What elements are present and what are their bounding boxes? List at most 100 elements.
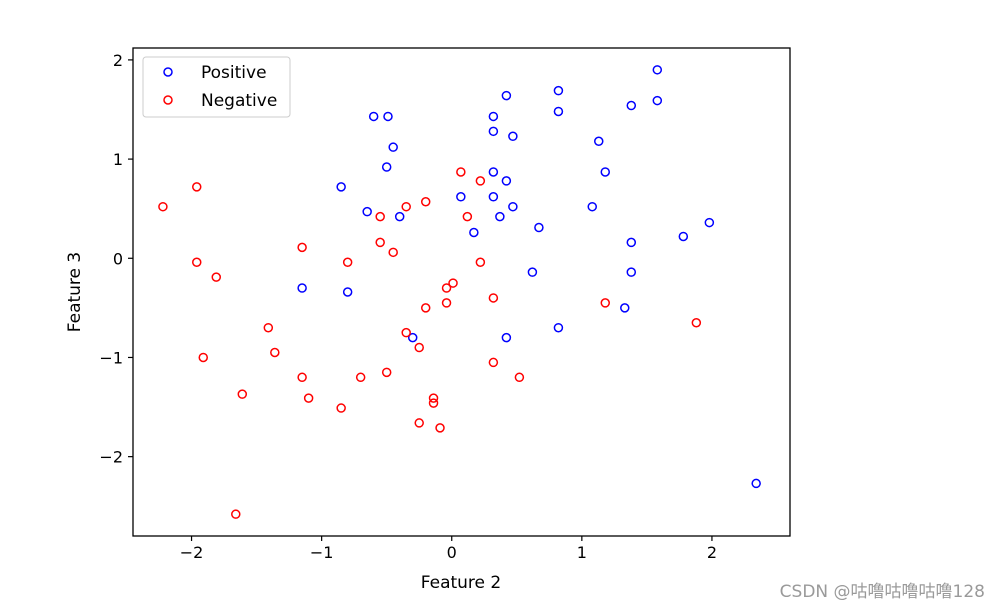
positive-point xyxy=(488,167,499,177)
positive-point xyxy=(501,176,512,186)
negative-point xyxy=(388,247,398,258)
negative-point xyxy=(297,372,307,383)
negative-point xyxy=(420,303,431,313)
negative-point xyxy=(375,211,385,222)
y-tick-label: −2 xyxy=(99,448,123,467)
negative-point xyxy=(401,327,411,338)
negative-point xyxy=(297,242,307,253)
negative-point xyxy=(691,317,702,328)
legend-label-negative: Negative xyxy=(201,91,277,111)
negative-point xyxy=(231,509,241,519)
negative-point xyxy=(475,176,486,186)
positive-point xyxy=(508,201,518,212)
negative-point xyxy=(441,298,452,308)
negative-point xyxy=(420,196,431,207)
watermark: CSDN @咕噜咕噜咕噜128 xyxy=(779,582,985,602)
positive-point xyxy=(587,201,597,212)
negative-point xyxy=(237,389,248,399)
positive-point xyxy=(495,211,505,222)
positive-point xyxy=(508,131,518,142)
positive-point xyxy=(488,126,499,137)
series-layer xyxy=(158,65,761,519)
positive-point xyxy=(469,227,479,238)
positive-point xyxy=(678,231,689,242)
negative-point xyxy=(475,257,486,267)
negative-point xyxy=(158,201,168,212)
y-tick-label: 0 xyxy=(113,249,123,268)
negative-point xyxy=(211,272,222,282)
negative-point xyxy=(435,423,445,433)
negative-point xyxy=(191,182,202,192)
positive-point xyxy=(394,211,405,222)
positive-point xyxy=(626,100,637,111)
y-tick-label: 2 xyxy=(113,51,123,70)
positive-point xyxy=(704,217,715,228)
negative-point xyxy=(355,372,366,383)
legend-marker-positive xyxy=(163,67,173,77)
x-tick-label: 0 xyxy=(447,543,457,562)
positive-point xyxy=(407,332,418,343)
positive-point xyxy=(488,192,499,202)
positive-point xyxy=(553,322,564,333)
negative-point xyxy=(336,403,346,413)
positive-point xyxy=(626,267,637,277)
x-axis-title: Feature 2 xyxy=(421,573,501,593)
legend: Positive Negative xyxy=(142,56,291,118)
positive-point xyxy=(652,65,663,75)
y-tick-label: 1 xyxy=(113,150,123,169)
negative-point xyxy=(448,278,458,288)
positive-point xyxy=(336,182,346,192)
x-tick-label: 1 xyxy=(577,543,587,562)
legend-label-positive: Positive xyxy=(201,63,267,83)
positive-point xyxy=(381,162,392,172)
series-negative xyxy=(158,167,702,519)
positive-point xyxy=(501,332,512,343)
positive-point xyxy=(527,267,538,277)
negative-point xyxy=(488,357,499,368)
positive-point xyxy=(297,283,307,293)
negative-point xyxy=(488,293,499,303)
y-tick-label: −1 xyxy=(99,348,123,367)
negative-point xyxy=(191,257,202,267)
x-tick-label: 2 xyxy=(707,543,717,562)
positive-point xyxy=(553,106,564,117)
positive-point xyxy=(620,303,630,313)
legend-marker-negative xyxy=(163,95,173,105)
positive-point xyxy=(501,90,512,101)
positive-point xyxy=(368,111,379,122)
plot-area xyxy=(132,47,791,537)
negative-point xyxy=(441,283,452,293)
x-tick-label: −2 xyxy=(180,543,204,562)
x-axis: −2 −1 0 1 2 xyxy=(180,536,717,562)
y-axis-title: Feature 3 xyxy=(65,252,85,332)
negative-point xyxy=(375,237,385,248)
positive-point xyxy=(600,167,611,177)
series-positive xyxy=(297,65,761,489)
positive-point xyxy=(488,111,499,122)
negative-point xyxy=(270,347,280,358)
x-tick-label: −1 xyxy=(310,543,334,562)
negative-point xyxy=(198,352,209,363)
negative-point xyxy=(401,201,411,212)
negative-point xyxy=(263,322,274,333)
positive-point xyxy=(534,222,544,233)
legend-frame xyxy=(142,56,291,118)
plot-frame xyxy=(132,47,791,537)
negative-point xyxy=(456,167,466,177)
negative-point xyxy=(428,398,439,408)
positive-point xyxy=(456,192,466,202)
negative-point xyxy=(414,418,424,428)
positive-point xyxy=(362,206,372,217)
negative-point xyxy=(381,367,392,378)
positive-point xyxy=(594,136,604,146)
negative-point xyxy=(428,393,439,403)
positive-point xyxy=(388,142,398,152)
y-axis: −2 −1 0 1 2 xyxy=(99,51,133,467)
negative-point xyxy=(342,257,353,267)
positive-point xyxy=(383,111,393,122)
negative-point xyxy=(514,372,525,383)
positive-point xyxy=(751,478,761,489)
negative-point xyxy=(462,211,473,222)
negative-point xyxy=(414,342,424,353)
